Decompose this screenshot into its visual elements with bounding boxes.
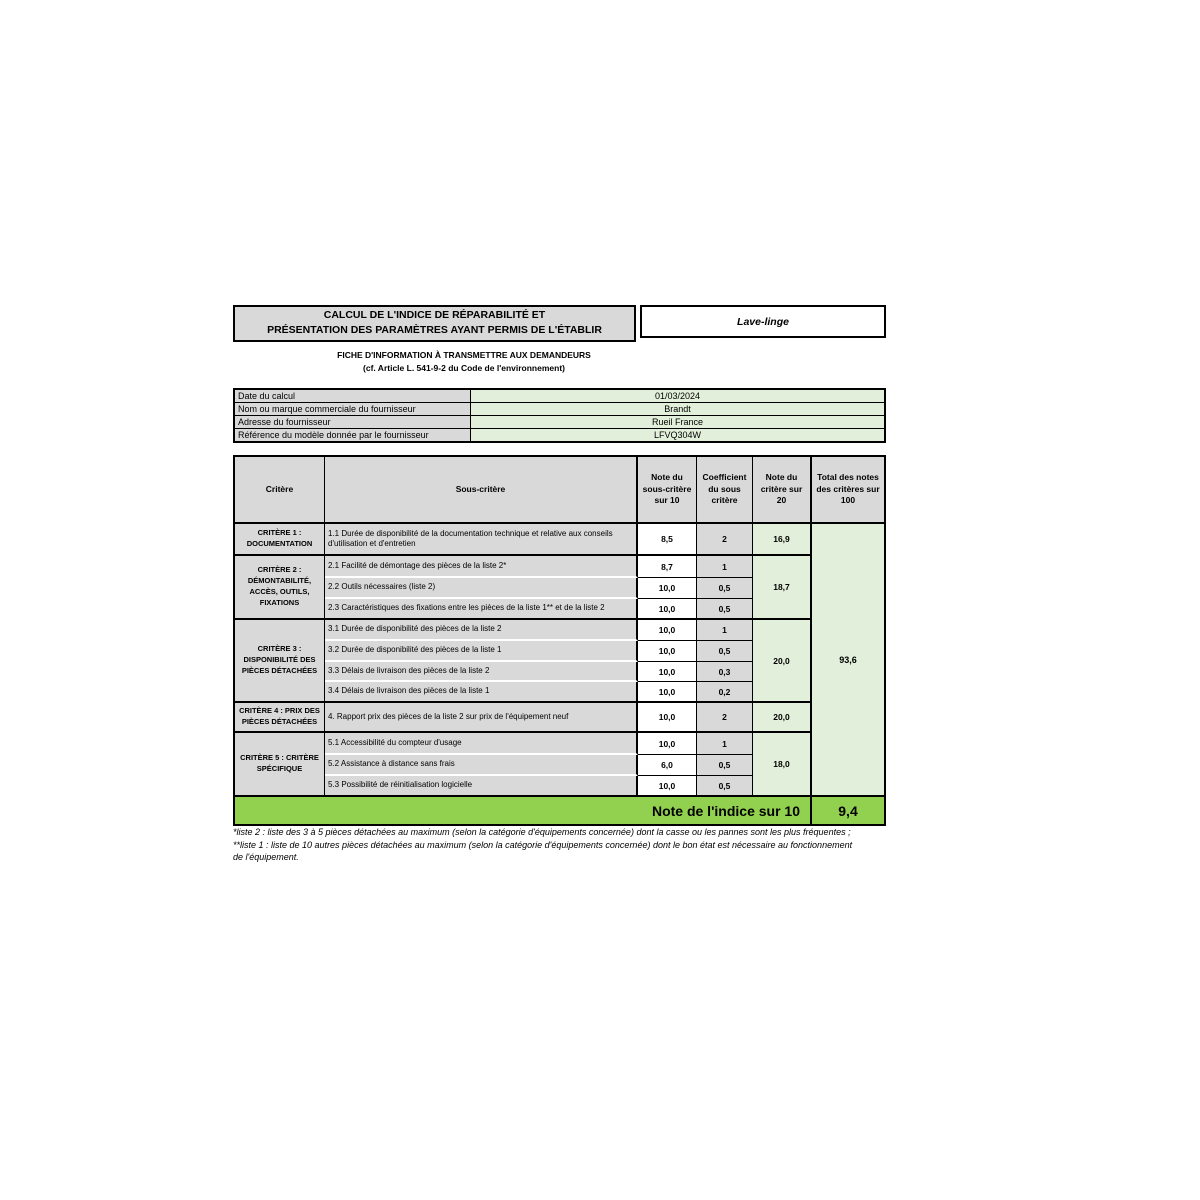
coefficient-cell: 2	[697, 703, 753, 733]
sub-criterion-cell: 2.3 Caractéristiques des fixations entre…	[325, 599, 638, 620]
footnotes: *liste 2 : liste des 3 à 5 pièces détach…	[233, 826, 861, 864]
subtitle-line1: FICHE D'INFORMATION À TRANSMETTRE AUX DE…	[337, 350, 591, 360]
info-row: Nom ou marque commerciale du fournisseur…	[235, 403, 884, 416]
index-score-value: 9,4	[812, 797, 884, 824]
criterion-score-cell: 16,9	[753, 524, 812, 556]
sub-criterion-cell: 5.3 Possibilité de réinitialisation logi…	[325, 776, 638, 797]
info-row-value: Brandt	[471, 403, 884, 415]
coefficient-cell: 0,5	[697, 578, 753, 599]
info-row: Adresse du fournisseur Rueil France	[235, 416, 884, 429]
sub-criterion-cell: 2.2 Outils nécessaires (liste 2)	[325, 578, 638, 599]
column-header-coefficient: Coefficient du sous critère	[697, 457, 753, 524]
supplier-info-table: Date du calcul 01/03/2024 Nom ou marque …	[233, 388, 886, 443]
coefficient-cell: 0,5	[697, 599, 753, 620]
sub-score-cell: 10,0	[638, 599, 697, 620]
product-category: Lave-linge	[737, 315, 789, 328]
sub-criterion-cell: 5.1 Accessibilité du compteur d'usage	[325, 733, 638, 755]
sub-score-cell: 6,0	[638, 755, 697, 776]
document-title-line2: PRÉSENTATION DES PARAMÈTRES AYANT PERMIS…	[267, 324, 602, 336]
document-subtitle: FICHE D'INFORMATION À TRANSMETTRE AUX DE…	[233, 349, 695, 375]
sub-score-cell: 10,0	[638, 703, 697, 733]
sub-score-cell: 10,0	[638, 733, 697, 755]
coefficient-cell: 0,3	[697, 662, 753, 682]
index-score-label: Note de l'indice sur 10	[235, 797, 812, 824]
info-row-label: Date du calcul	[235, 390, 471, 402]
criterion-label-cell: CRITÈRE 1 : DOCUMENTATION	[235, 524, 325, 556]
criterion-score-cell: 20,0	[753, 620, 812, 703]
criterion-label-cell: CRITÈRE 3 : DISPONIBILITÉ DES PIÈCES DÉT…	[235, 620, 325, 703]
sub-score-cell: 10,0	[638, 641, 697, 662]
document-title-line1: CALCUL DE L'INDICE DE RÉPARABILITÉ ET	[323, 309, 546, 321]
coefficient-cell: 0,5	[697, 641, 753, 662]
coefficient-cell: 0,5	[697, 755, 753, 776]
footnote-liste1: **liste 1 : liste de 10 autres pièces dé…	[233, 839, 853, 863]
coefficient-cell: 0,2	[697, 682, 753, 703]
info-row-label: Adresse du fournisseur	[235, 416, 471, 428]
sub-criterion-cell: 5.2 Assistance à distance sans frais	[325, 755, 638, 776]
document-title-box: CALCUL DE L'INDICE DE RÉPARABILITÉ ET PR…	[233, 305, 636, 342]
column-header-critere: Critère	[235, 457, 325, 524]
sub-score-cell: 8,5	[638, 524, 697, 556]
sub-score-cell: 10,0	[638, 662, 697, 682]
sub-criterion-cell: 3.4 Délais de livraison des pièces de la…	[325, 682, 638, 703]
title-row: CALCUL DE L'INDICE DE RÉPARABILITÉ ET PR…	[233, 305, 886, 342]
criterion-label-cell: CRITÈRE 2 : DÉMONTABILITÉ, ACCÈS, OUTILS…	[235, 556, 325, 620]
total-score-cell: 93,6	[812, 524, 884, 797]
sub-score-cell: 8,7	[638, 556, 697, 578]
criterion-label-cell: CRITÈRE 5 : CRITÈRE SPÉCIFIQUE	[235, 733, 325, 797]
sub-score-cell: 10,0	[638, 776, 697, 797]
info-row-label: Référence du modèle donnée par le fourni…	[235, 429, 471, 441]
sub-score-cell: 10,0	[638, 578, 697, 599]
criterion-label-cell: CRITÈRE 4 : PRIX DES PIÈCES DÉTACHÉES	[235, 703, 325, 733]
coefficient-cell: 0,5	[697, 776, 753, 797]
criterion-score-cell: 20,0	[753, 703, 812, 733]
footnote-liste2: *liste 2 : liste des 3 à 5 pièces détach…	[233, 827, 851, 837]
sub-criterion-cell: 1.1 Durée de disponibilité de la documen…	[325, 524, 638, 556]
column-header-note-sur-20: Note du critère sur 20	[753, 457, 812, 524]
sub-score-cell: 10,0	[638, 682, 697, 703]
sub-criterion-cell: 4. Rapport prix des pièces de la liste 2…	[325, 703, 638, 733]
coefficient-cell: 1	[697, 733, 753, 755]
criteria-table: Critère Sous-critère Note du sous-critèr…	[233, 455, 886, 826]
criterion-score-cell: 18,0	[753, 733, 812, 797]
info-row-value: 01/03/2024	[471, 390, 884, 402]
sub-criterion-cell: 3.1 Durée de disponibilité des pièces de…	[325, 620, 638, 641]
coefficient-cell: 2	[697, 524, 753, 556]
info-row: Date du calcul 01/03/2024	[235, 390, 884, 403]
sub-criterion-cell: 3.2 Durée de disponibilité des pièces de…	[325, 641, 638, 662]
column-header-sous-critere: Sous-critère	[325, 457, 638, 524]
sub-criterion-cell: 3.3 Délais de livraison des pièces de la…	[325, 662, 638, 682]
column-header-total-sur-100: Total des notes des critères sur 100	[812, 457, 884, 524]
coefficient-cell: 1	[697, 556, 753, 578]
sub-criterion-cell: 2.1 Facilité de démontage des pièces de …	[325, 556, 638, 578]
criterion-score-cell: 18,7	[753, 556, 812, 620]
sub-score-cell: 10,0	[638, 620, 697, 641]
coefficient-cell: 1	[697, 620, 753, 641]
info-row-value: Rueil France	[471, 416, 884, 428]
column-header-note-sur-10: Note du sous-critère sur 10	[638, 457, 697, 524]
info-row: Référence du modèle donnée par le fourni…	[235, 429, 884, 441]
product-category-box: Lave-linge	[640, 305, 886, 338]
info-row-label: Nom ou marque commerciale du fournisseur	[235, 403, 471, 415]
info-row-value: LFVQ304W	[471, 429, 884, 441]
subtitle-line2: (cf. Article L. 541-9-2 du Code de l'env…	[363, 363, 565, 373]
